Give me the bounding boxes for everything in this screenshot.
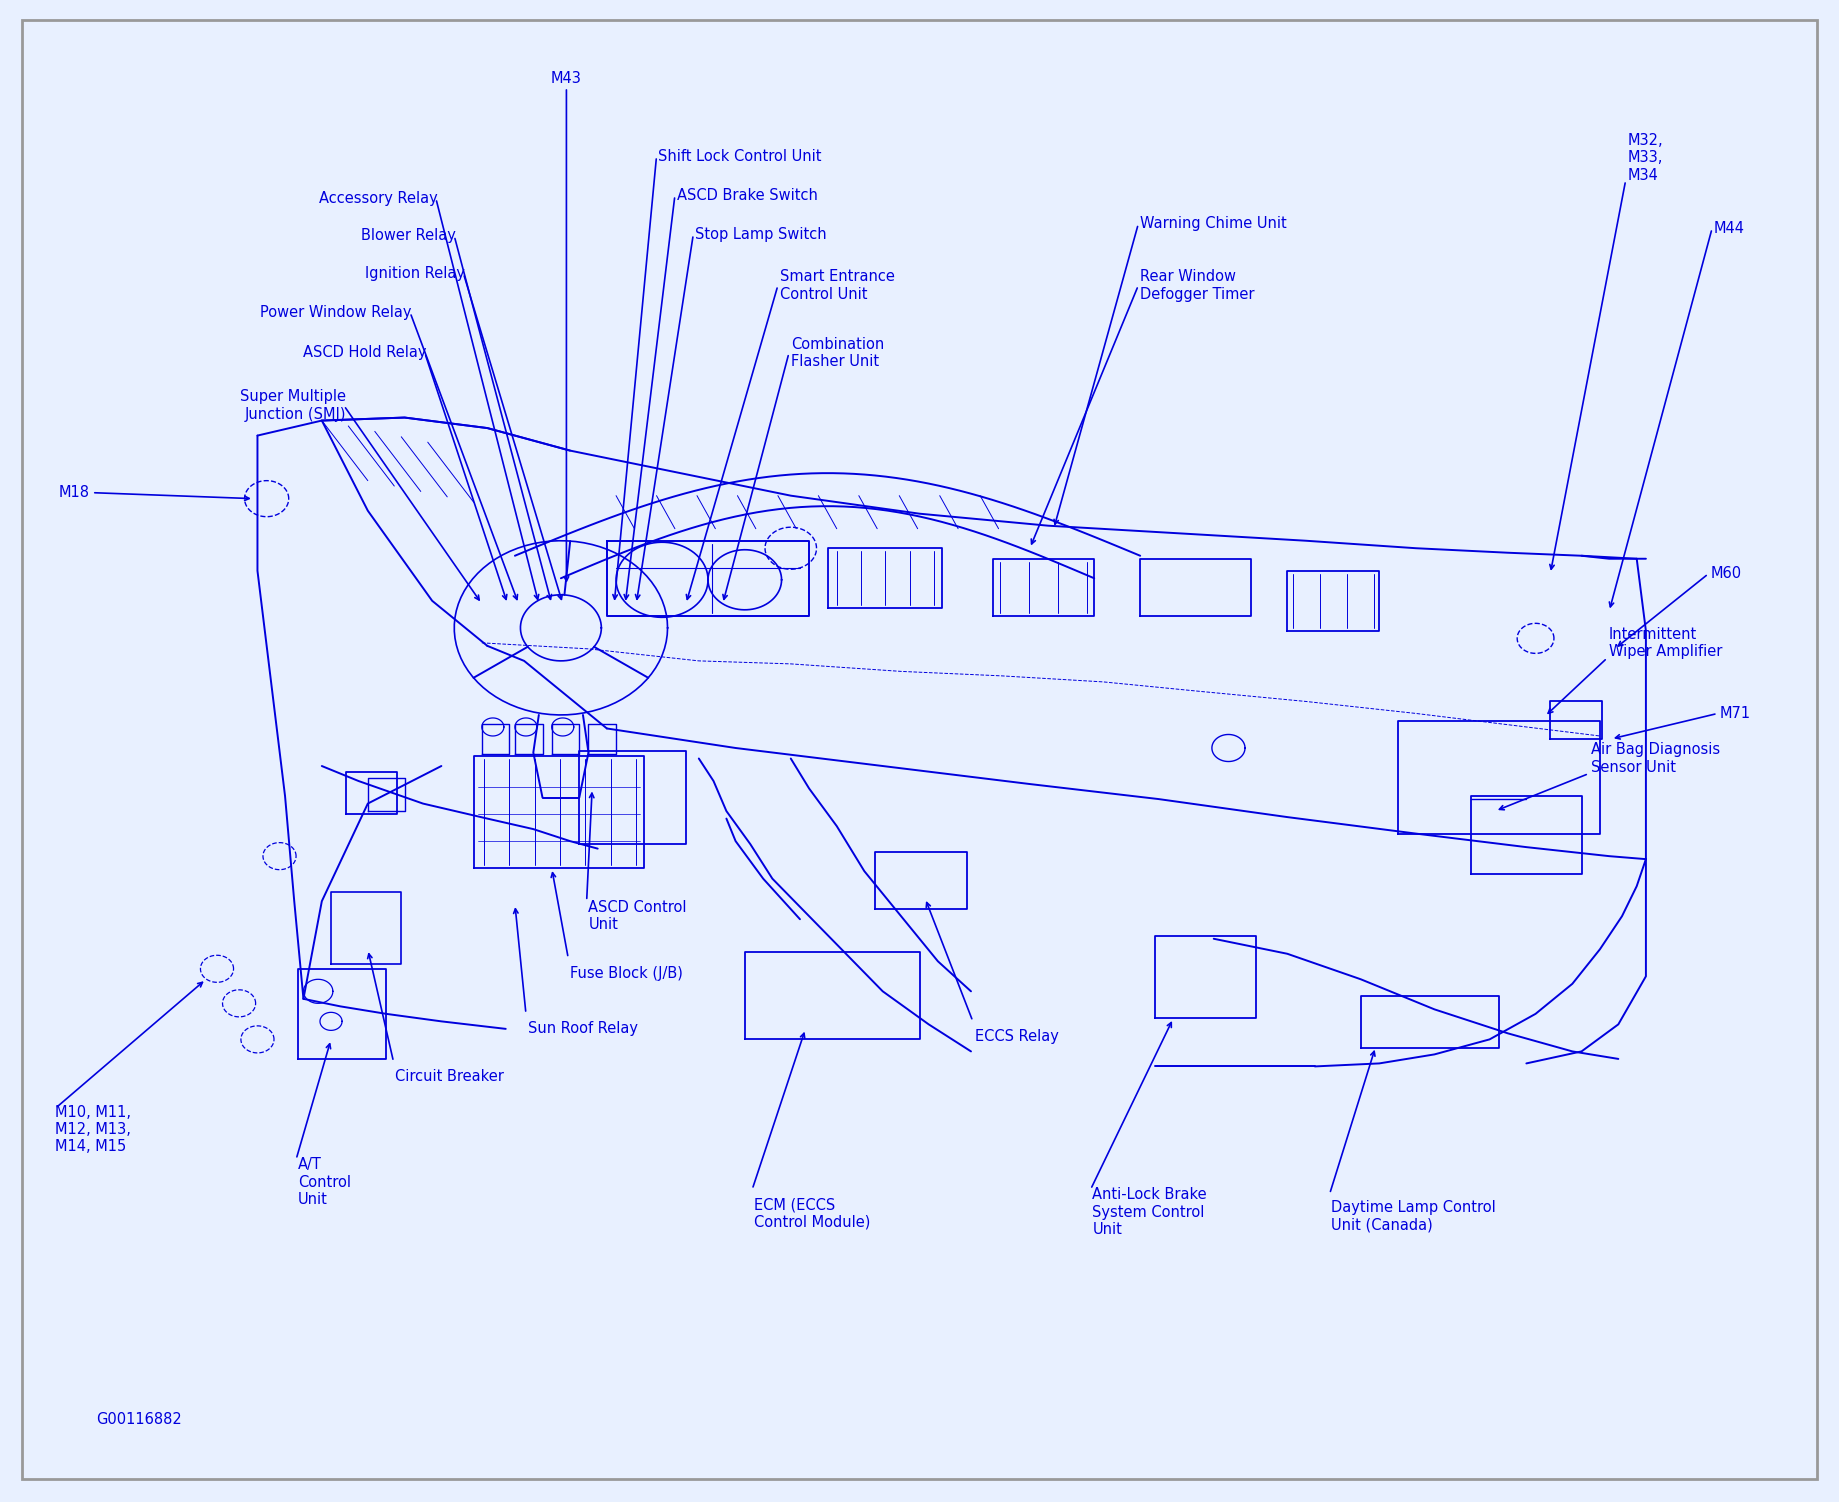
Text: Sun Roof Relay: Sun Roof Relay xyxy=(528,1021,638,1036)
Text: Anti-Lock Brake
System Control
Unit: Anti-Lock Brake System Control Unit xyxy=(1092,1187,1206,1238)
Text: Blower Relay: Blower Relay xyxy=(360,228,456,243)
Text: M44: M44 xyxy=(1714,221,1745,236)
Text: Daytime Lamp Control
Unit (Canada): Daytime Lamp Control Unit (Canada) xyxy=(1331,1200,1497,1233)
Text: Stop Lamp Switch: Stop Lamp Switch xyxy=(695,227,828,242)
Text: M18: M18 xyxy=(59,485,90,500)
Text: M60: M60 xyxy=(1710,566,1742,581)
Text: M43: M43 xyxy=(552,71,581,86)
Text: Combination
Flasher Unit: Combination Flasher Unit xyxy=(791,336,885,369)
Text: Ignition Relay: Ignition Relay xyxy=(366,266,465,281)
Text: Rear Window
Defogger Timer: Rear Window Defogger Timer xyxy=(1140,269,1254,302)
Text: Smart Entrance
Control Unit: Smart Entrance Control Unit xyxy=(780,269,894,302)
Text: Air Bag Diagnosis
Sensor Unit: Air Bag Diagnosis Sensor Unit xyxy=(1591,742,1719,775)
Text: ECCS Relay: ECCS Relay xyxy=(975,1029,1059,1044)
Text: G00116882: G00116882 xyxy=(96,1412,182,1427)
Text: Power Window Relay: Power Window Relay xyxy=(261,305,412,320)
Text: ASCD Control
Unit: ASCD Control Unit xyxy=(588,900,688,933)
Text: M71: M71 xyxy=(1719,706,1751,721)
Text: Circuit Breaker: Circuit Breaker xyxy=(395,1069,504,1084)
Text: A/T
Control
Unit: A/T Control Unit xyxy=(298,1157,351,1208)
Text: ASCD Brake Switch: ASCD Brake Switch xyxy=(677,188,818,203)
Text: ECM (ECCS
Control Module): ECM (ECCS Control Module) xyxy=(754,1197,870,1230)
Text: M10, M11,
M12, M13,
M14, M15: M10, M11, M12, M13, M14, M15 xyxy=(55,1104,131,1155)
Text: Super Multiple
Junction (SMJ): Super Multiple Junction (SMJ) xyxy=(239,389,346,422)
Text: Intermittent
Wiper Amplifier: Intermittent Wiper Amplifier xyxy=(1609,626,1723,659)
Text: ASCD Hold Relay: ASCD Hold Relay xyxy=(303,345,427,360)
Text: Fuse Block (J/B): Fuse Block (J/B) xyxy=(570,966,682,981)
Text: M32,
M33,
M34: M32, M33, M34 xyxy=(1628,132,1662,183)
Text: Warning Chime Unit: Warning Chime Unit xyxy=(1140,216,1287,231)
Text: Accessory Relay: Accessory Relay xyxy=(318,191,438,206)
Text: Shift Lock Control Unit: Shift Lock Control Unit xyxy=(658,149,822,164)
